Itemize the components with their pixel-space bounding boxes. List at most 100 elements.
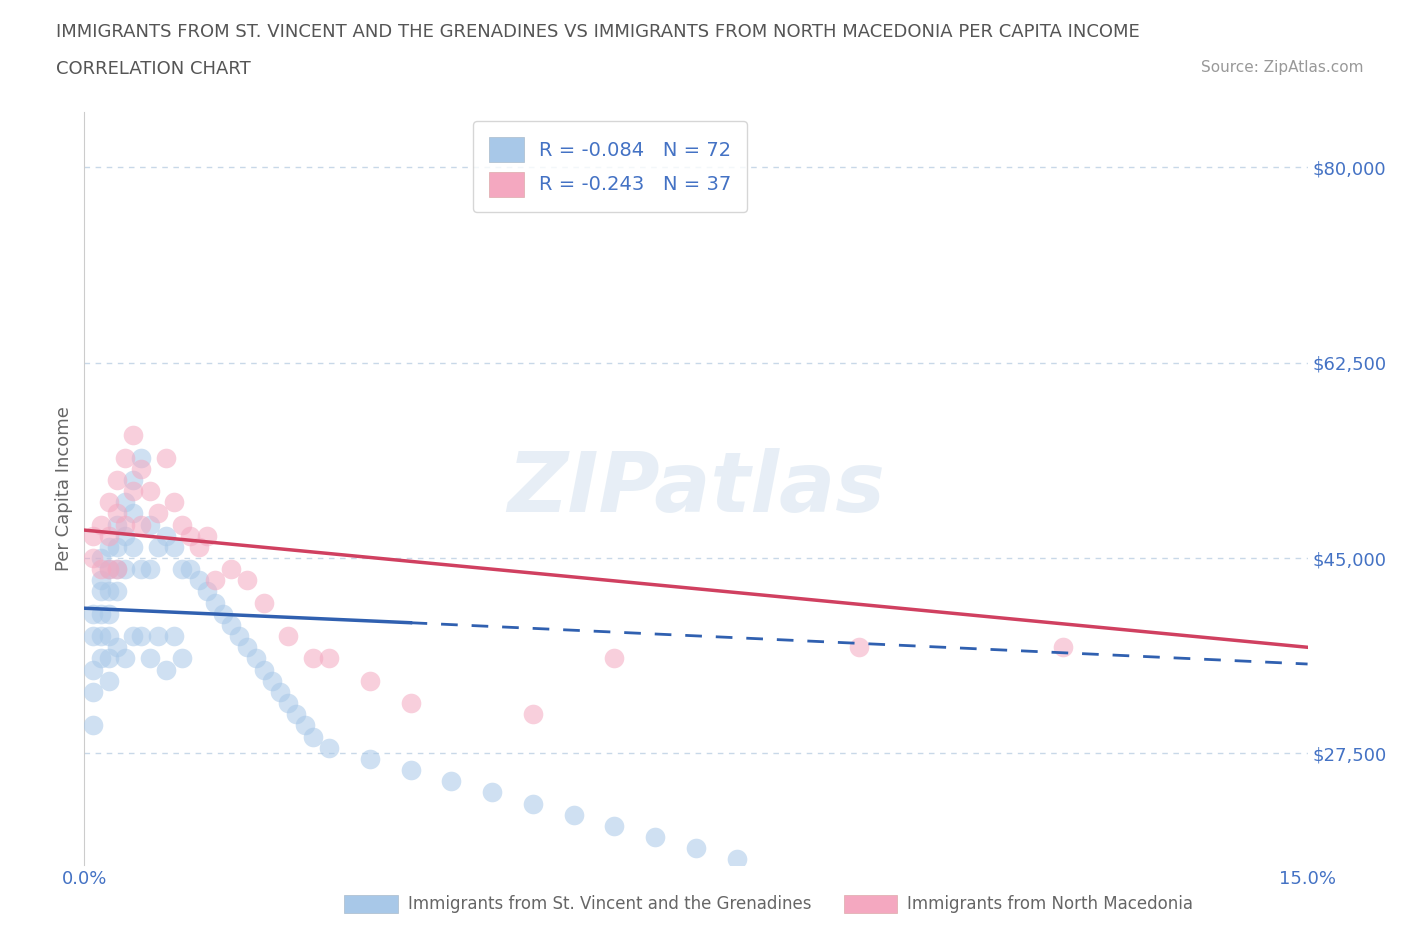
Point xyxy=(245,651,267,666)
Point xyxy=(212,606,235,621)
Point xyxy=(90,562,112,577)
Point xyxy=(163,629,186,644)
Point xyxy=(105,562,128,577)
Point xyxy=(90,651,112,666)
Point xyxy=(82,718,104,733)
Point xyxy=(253,662,276,677)
Point xyxy=(105,539,128,554)
Point xyxy=(90,629,112,644)
Point xyxy=(228,629,250,644)
Point xyxy=(399,763,422,777)
Point xyxy=(122,539,145,554)
Point xyxy=(90,606,112,621)
Point xyxy=(90,573,112,588)
Point xyxy=(301,729,323,744)
Point xyxy=(522,796,544,811)
Point xyxy=(522,707,544,722)
Point xyxy=(155,450,177,465)
Point xyxy=(187,539,209,554)
Point xyxy=(179,528,201,543)
Point xyxy=(97,584,120,599)
Point xyxy=(204,573,226,588)
Point xyxy=(97,651,120,666)
Point xyxy=(138,484,160,498)
Point xyxy=(131,450,153,465)
Point xyxy=(219,618,242,632)
Point xyxy=(82,551,104,565)
Point xyxy=(97,528,120,543)
Point xyxy=(562,807,585,822)
Point xyxy=(179,562,201,577)
Point xyxy=(146,539,169,554)
Point xyxy=(105,506,128,521)
Point xyxy=(82,528,104,543)
Point xyxy=(285,707,308,722)
Point xyxy=(236,640,259,655)
Point xyxy=(82,606,104,621)
Text: IMMIGRANTS FROM ST. VINCENT AND THE GRENADINES VS IMMIGRANTS FROM NORTH MACEDONI: IMMIGRANTS FROM ST. VINCENT AND THE GREN… xyxy=(56,23,1140,41)
Point xyxy=(163,539,186,554)
Point xyxy=(685,841,707,856)
Point xyxy=(644,830,666,844)
Point xyxy=(105,584,128,599)
Point xyxy=(236,573,259,588)
Point xyxy=(131,461,153,476)
Point xyxy=(82,629,104,644)
Point xyxy=(97,606,120,621)
Point xyxy=(399,696,422,711)
Point xyxy=(97,495,120,510)
Point xyxy=(440,774,463,789)
Point xyxy=(114,450,136,465)
Point xyxy=(195,528,218,543)
Point xyxy=(146,506,169,521)
Point xyxy=(122,506,145,521)
Point xyxy=(277,629,299,644)
Point xyxy=(163,495,186,510)
Point xyxy=(172,651,194,666)
Point xyxy=(146,629,169,644)
Point xyxy=(97,562,120,577)
Point xyxy=(195,584,218,599)
Point xyxy=(82,684,104,699)
Point xyxy=(131,517,153,532)
Point xyxy=(97,562,120,577)
Point xyxy=(260,673,283,688)
Point xyxy=(90,584,112,599)
Text: Immigrants from North Macedonia: Immigrants from North Macedonia xyxy=(907,895,1192,913)
Point xyxy=(114,517,136,532)
Point xyxy=(277,696,299,711)
Y-axis label: Per Capita Income: Per Capita Income xyxy=(55,405,73,571)
Point xyxy=(138,517,160,532)
Point xyxy=(122,428,145,443)
Point xyxy=(82,662,104,677)
Point xyxy=(318,740,340,755)
Point xyxy=(138,651,160,666)
Point xyxy=(114,562,136,577)
Point xyxy=(204,595,226,610)
Point xyxy=(97,539,120,554)
Point xyxy=(359,751,381,766)
Point xyxy=(90,551,112,565)
Point xyxy=(122,484,145,498)
Text: ZIPatlas: ZIPatlas xyxy=(508,447,884,529)
Point xyxy=(105,472,128,487)
Point xyxy=(90,517,112,532)
Point xyxy=(253,595,276,610)
Point xyxy=(269,684,291,699)
Point xyxy=(725,852,748,867)
Point xyxy=(481,785,503,800)
Point xyxy=(848,640,870,655)
Point xyxy=(131,562,153,577)
Point xyxy=(122,629,145,644)
Point xyxy=(114,528,136,543)
Point xyxy=(187,573,209,588)
Text: Immigrants from St. Vincent and the Grenadines: Immigrants from St. Vincent and the Gren… xyxy=(408,895,811,913)
Point xyxy=(131,629,153,644)
Point xyxy=(294,718,316,733)
Text: Source: ZipAtlas.com: Source: ZipAtlas.com xyxy=(1201,60,1364,75)
Legend: R = -0.084   N = 72, R = -0.243   N = 37: R = -0.084 N = 72, R = -0.243 N = 37 xyxy=(474,121,748,212)
Point xyxy=(219,562,242,577)
Text: CORRELATION CHART: CORRELATION CHART xyxy=(56,60,252,78)
Point xyxy=(114,495,136,510)
Point xyxy=(1052,640,1074,655)
